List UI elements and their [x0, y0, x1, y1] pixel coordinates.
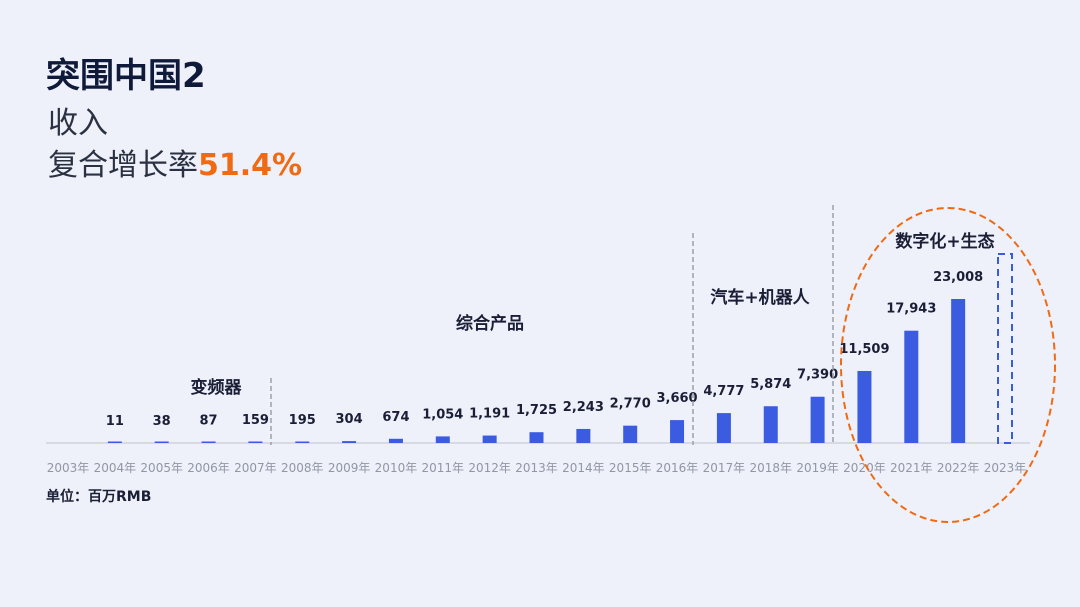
- segment-label: 变频器: [191, 377, 243, 398]
- bar: [482, 435, 497, 443]
- x-tick-label: 2016年: [656, 461, 699, 475]
- x-tick-label: 2021年: [890, 461, 933, 475]
- projected-bar: [997, 253, 1013, 444]
- bar: [857, 370, 872, 443]
- bar: [529, 432, 544, 443]
- data-label: 38: [153, 414, 171, 429]
- bar: [201, 441, 216, 443]
- highlight-ellipse: [840, 207, 1056, 523]
- unit-label: 单位：百万RMB: [46, 489, 152, 505]
- bar: [107, 441, 122, 443]
- x-tick-label: 2009年: [328, 461, 371, 475]
- x-tick-label: 2023年: [984, 461, 1027, 475]
- x-tick-label: 2007年: [234, 461, 277, 475]
- x-tick-label: 2017年: [703, 461, 746, 475]
- x-tick-label: 2015年: [609, 461, 652, 475]
- x-tick-label: 2012年: [468, 461, 511, 475]
- bar: [623, 425, 638, 443]
- segment-label: 数字化+生态: [895, 231, 994, 252]
- x-tick-label: 2005年: [140, 461, 183, 475]
- x-tick-label: 2004年: [94, 461, 137, 475]
- bar: [951, 299, 966, 443]
- data-label: 1,054: [422, 407, 463, 422]
- data-label: 304: [336, 412, 363, 427]
- growth-label: 复合增长率: [48, 148, 198, 183]
- bar: [810, 396, 825, 443]
- data-label: 87: [200, 413, 218, 428]
- bar: [670, 420, 685, 443]
- page-title: 突围中国2: [46, 56, 206, 96]
- growth-value: 51.4%: [198, 148, 303, 183]
- data-label: 2,770: [610, 397, 651, 412]
- bar: [342, 441, 357, 443]
- bar: [248, 441, 263, 443]
- bar: [388, 438, 403, 443]
- x-tick-label: 2010年: [375, 461, 418, 475]
- data-label: 159: [242, 413, 269, 428]
- data-label: 23,008: [933, 270, 983, 285]
- bar: [435, 436, 450, 443]
- x-tick-label: 2018年: [749, 461, 792, 475]
- segment-label: 综合产品: [456, 313, 524, 334]
- x-tick-label: 2019年: [796, 461, 839, 475]
- x-tick-label: 2003年: [47, 461, 90, 475]
- data-label: 3,660: [656, 391, 697, 406]
- data-label: 17,943: [886, 302, 936, 317]
- data-label: 7,390: [797, 368, 838, 383]
- x-tick-label: 2008年: [281, 461, 324, 475]
- page-subtitle: 收入: [48, 106, 108, 141]
- data-label: 4,777: [703, 384, 744, 399]
- x-tick-label: 2022年: [937, 461, 980, 475]
- bar: [295, 441, 310, 443]
- bar: [576, 428, 591, 443]
- bar: [154, 441, 169, 443]
- x-tick-label: 2014年: [562, 461, 605, 475]
- bar: [763, 406, 778, 443]
- x-tick-label: 2006年: [187, 461, 230, 475]
- data-label: 1,725: [516, 403, 557, 418]
- data-label: 195: [289, 413, 316, 428]
- data-label: 11: [106, 414, 124, 429]
- data-label: 2,243: [563, 400, 604, 415]
- data-label: 11,509: [839, 342, 889, 357]
- data-label: 1,191: [469, 407, 510, 422]
- data-label: 5,874: [750, 377, 791, 392]
- bar: [904, 330, 919, 443]
- x-tick-label: 2013年: [515, 461, 558, 475]
- x-tick-label: 2011年: [422, 461, 465, 475]
- segment-label: 汽车+机器人: [710, 287, 810, 308]
- bar: [716, 413, 731, 443]
- data-label: 674: [382, 410, 409, 425]
- growth-rate: 复合增长率51.4%: [48, 140, 302, 184]
- x-tick-label: 2020年: [843, 461, 886, 475]
